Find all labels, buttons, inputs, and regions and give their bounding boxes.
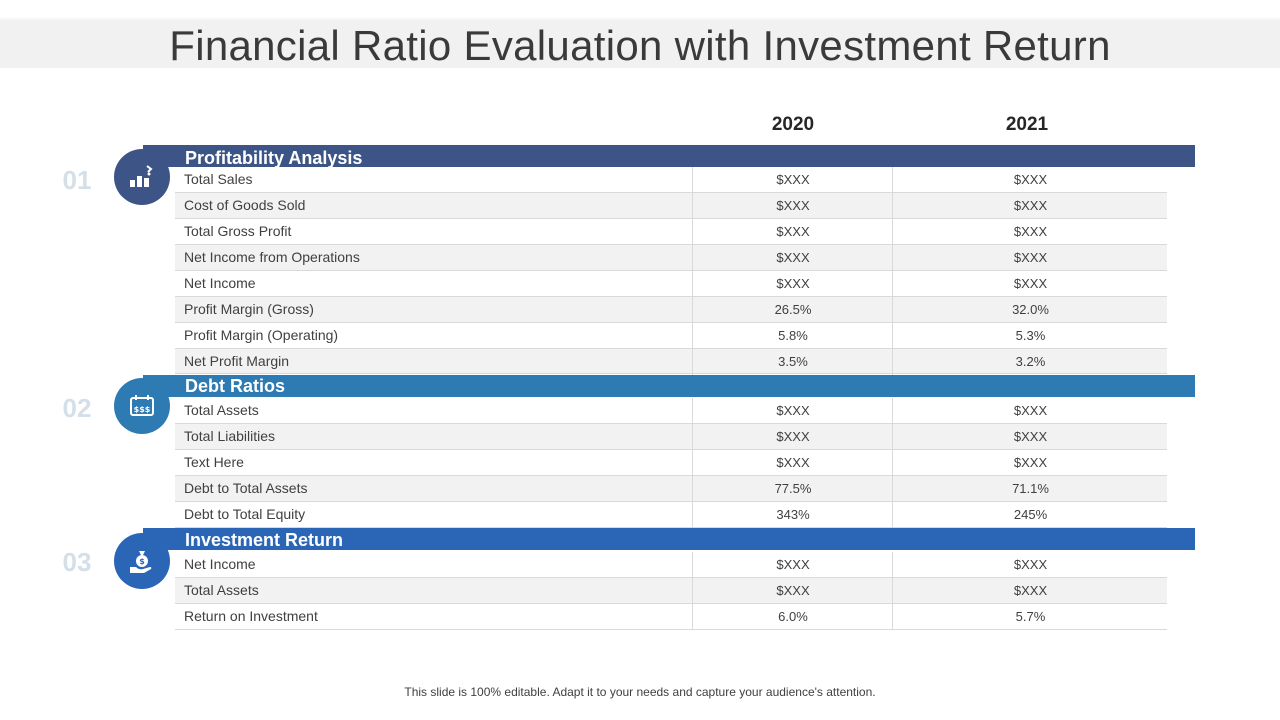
year-header-2020: 2020 [771, 114, 815, 135]
year-header-2021: 2021 [1005, 114, 1049, 135]
row-label: Debt to Total Equity [184, 506, 306, 522]
section-number-03: 03 [62, 547, 92, 577]
row-label: Net Income [184, 275, 256, 291]
value-2021: 245% [892, 502, 1168, 528]
section-band-investment [143, 528, 1195, 550]
value-2021: 3.2% [892, 349, 1168, 375]
value-2020: $XXX [692, 450, 893, 476]
money-bag-hand-icon: $ [130, 551, 152, 573]
section-number-01: 01 [62, 165, 92, 195]
row-label: Return on Investment [184, 608, 318, 624]
table-row: Total Gross Profit $XXX $XXX [175, 219, 1167, 245]
value-2020: 6.0% [692, 604, 893, 630]
section-icon-circle-1 [114, 149, 170, 205]
value-2021: $XXX [892, 245, 1168, 271]
value-2020: 3.5% [692, 349, 893, 375]
value-2020: 5.8% [692, 323, 893, 349]
row-label: Net Income from Operations [184, 249, 360, 265]
table-row: Debt to Total Equity 343% 245% [175, 502, 1167, 528]
row-label: Total Gross Profit [184, 223, 292, 239]
title-band [0, 18, 1280, 68]
svg-text:$$$: $$$ [134, 405, 151, 414]
section-number-02: 02 [62, 393, 92, 423]
section-icon-circle-2: $$$ [114, 378, 170, 434]
table-row: Total Sales $XXX $XXX [175, 167, 1167, 193]
value-2021: $XXX [892, 424, 1168, 450]
value-2021: $XXX [892, 450, 1168, 476]
slide-title: Financial Ratio Evaluation with Investme… [169, 22, 1111, 69]
value-2020: $XXX [692, 271, 893, 297]
table-row: Text Here $XXX $XXX [175, 450, 1167, 476]
value-2020: $XXX [692, 578, 893, 604]
value-2021: $XXX [892, 167, 1168, 193]
value-2021: 5.7% [892, 604, 1168, 630]
row-label: Profit Margin (Gross) [184, 301, 314, 317]
row-label: Text Here [184, 454, 244, 470]
section-band-debt [143, 375, 1195, 397]
table-row: Net Income from Operations $XXX $XXX [175, 245, 1167, 271]
section-heading-profitability: Profitability Analysis [185, 148, 363, 168]
row-label: Cost of Goods Sold [184, 197, 306, 213]
value-2021: 71.1% [892, 476, 1168, 502]
value-2020: 77.5% [692, 476, 893, 502]
value-2020: $XXX [692, 193, 893, 219]
value-2021: $XXX [892, 193, 1168, 219]
money-calendar-icon: $$$ [130, 395, 154, 416]
section-band-profitability [143, 145, 1195, 167]
value-2020: 343% [692, 502, 893, 528]
table-row: Profit Margin (Gross) 26.5% 32.0% [175, 297, 1167, 323]
table-row: Net Income $XXX $XXX [175, 271, 1167, 297]
svg-text:$: $ [139, 557, 145, 566]
row-label: Total Assets [184, 582, 259, 598]
bar-chart-icon [130, 165, 153, 187]
value-2021: $XXX [892, 578, 1168, 604]
value-2021: 5.3% [892, 323, 1168, 349]
table-row: Total Liabilities $XXX $XXX [175, 424, 1167, 450]
footer-note: This slide is 100% editable. Adapt it to… [404, 685, 876, 699]
value-2020: $XXX [692, 167, 893, 193]
table-row: Debt to Total Assets 77.5% 71.1% [175, 476, 1167, 502]
value-2020: $XXX [692, 245, 893, 271]
table-row: Net Profit Margin 3.5% 3.2% [175, 349, 1168, 375]
row-label: Profit Margin (Operating) [184, 327, 339, 343]
row-label: Net Profit Margin [184, 353, 290, 369]
row-label: Net Income [184, 556, 256, 572]
row-label: Total Sales [184, 171, 253, 187]
value-2020: $XXX [692, 398, 893, 424]
table-row: Net Income $XXX $XXX [175, 552, 1167, 578]
section-heading-investment: Investment Return [185, 530, 344, 550]
section-icon-circle-3: $ [114, 533, 170, 589]
row-label: Total Assets [184, 402, 259, 418]
row-label: Debt to Total Assets [184, 480, 308, 496]
value-2020: $XXX [692, 552, 893, 578]
table-row: Cost of Goods Sold $XXX $XXX [175, 193, 1167, 219]
value-2021: $XXX [892, 398, 1168, 424]
value-2021: 32.0% [892, 297, 1168, 323]
value-2021: $XXX [892, 271, 1168, 297]
value-2021: $XXX [892, 552, 1168, 578]
value-2021: $XXX [892, 219, 1168, 245]
section-heading-debt: Debt Ratios [185, 376, 286, 396]
row-label: Total Liabilities [184, 428, 276, 444]
table-row: Profit Margin (Operating) 5.8% 5.3% [175, 323, 1167, 349]
table-row: Total Assets $XXX $XXX [175, 578, 1167, 604]
value-2020: $XXX [692, 424, 893, 450]
value-2020: $XXX [692, 219, 893, 245]
table-row: Return on Investment 6.0% 5.7% [175, 604, 1167, 630]
value-2020: 26.5% [692, 297, 893, 323]
table-row: Total Assets $XXX $XXX [175, 398, 1167, 424]
